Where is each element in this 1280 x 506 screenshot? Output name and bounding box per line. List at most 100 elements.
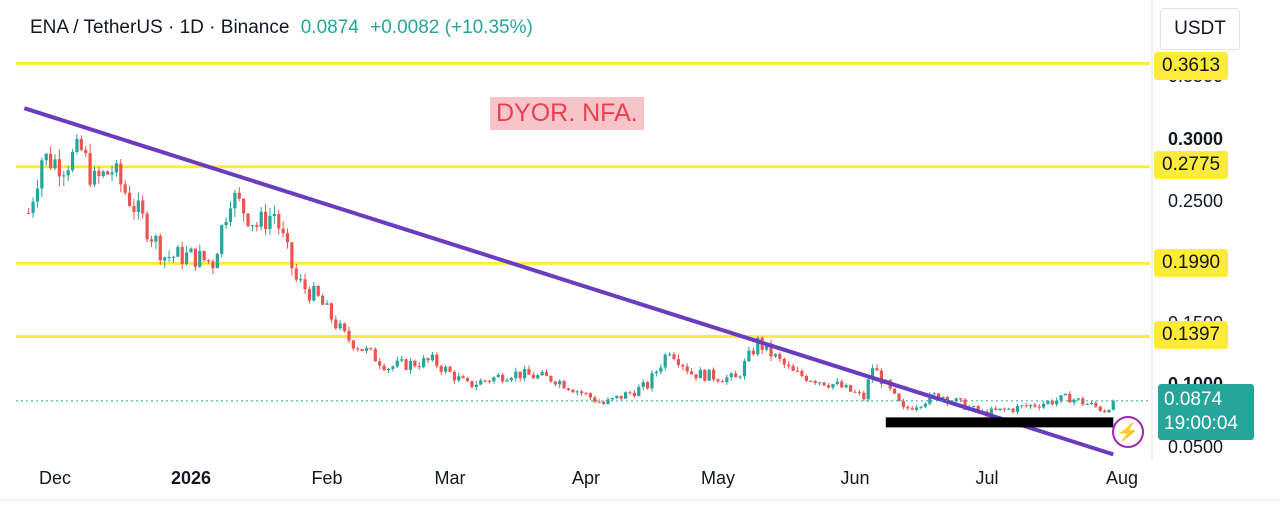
candle-body [527, 368, 531, 375]
candle-body [1020, 405, 1024, 407]
candle [1042, 401, 1046, 409]
candle [176, 245, 180, 257]
candle-body [220, 225, 224, 254]
candle [619, 395, 623, 401]
candle [844, 383, 848, 389]
lightning-icon[interactable]: ⚡ [1112, 416, 1144, 448]
candle-body [123, 184, 127, 193]
candle-body [672, 354, 676, 360]
candle-body [57, 159, 61, 177]
candle [233, 189, 237, 217]
candle [875, 364, 879, 371]
candle [386, 367, 391, 374]
candle [84, 146, 88, 157]
candle [531, 372, 535, 379]
candle-body [1024, 405, 1028, 407]
candle [835, 378, 839, 386]
candle-body [378, 361, 382, 366]
candle-body [580, 391, 584, 394]
candle-body [386, 368, 391, 370]
candle [703, 369, 707, 382]
candle-body [1076, 398, 1081, 400]
candle-body [619, 395, 623, 399]
candle [259, 207, 263, 231]
candle-body [307, 289, 312, 301]
candle-body [158, 235, 162, 261]
candle [624, 391, 628, 399]
candle-body [795, 370, 800, 372]
candle [369, 347, 373, 351]
candle [747, 346, 751, 363]
candle [49, 146, 53, 170]
candle-body [809, 380, 813, 382]
candle-body [875, 368, 879, 371]
candle [452, 370, 456, 385]
candle-body [1015, 405, 1020, 412]
candle [720, 379, 725, 383]
candle-body [408, 360, 413, 370]
candle-body [685, 366, 689, 372]
symbol-title[interactable]: ENA / TetherUS · 1D · Binance [30, 17, 290, 38]
candle-body [167, 257, 171, 259]
candle-body [1085, 403, 1089, 405]
candle [422, 355, 426, 369]
candle-body [395, 360, 399, 367]
candle-body [1033, 404, 1037, 407]
candle-body [246, 213, 250, 226]
candle [1037, 404, 1041, 411]
candle-body [1042, 403, 1046, 408]
candle-body [650, 373, 654, 389]
candle-body [1011, 408, 1015, 412]
candle [1072, 398, 1076, 406]
candle-body [778, 354, 782, 359]
candle-body [597, 401, 601, 403]
candle-body [720, 381, 725, 383]
support-zone-bar[interactable] [885, 417, 1114, 428]
candle [1011, 407, 1015, 414]
candle-body [1094, 402, 1098, 407]
descending-trendline[interactable] [23, 106, 1114, 457]
currency-button[interactable]: USDT [1160, 8, 1240, 50]
x-tick-label: 2026 [170, 468, 212, 488]
candle [923, 402, 927, 409]
candle [123, 180, 127, 196]
candle [804, 374, 808, 382]
candle [211, 259, 215, 275]
candle-body [787, 364, 791, 367]
candle [206, 259, 211, 264]
candle [154, 233, 158, 250]
candle [250, 224, 255, 232]
candle [272, 205, 276, 224]
candle-body [998, 408, 1002, 410]
candle-body [364, 348, 369, 351]
candle [729, 372, 733, 381]
candle [382, 363, 386, 372]
candle [79, 135, 83, 152]
candle-body [439, 365, 443, 372]
candle [400, 355, 404, 363]
level-label-0.1990: 0.1990 [1154, 249, 1229, 277]
candle-body [88, 153, 92, 185]
candle [707, 369, 711, 381]
candle [584, 391, 588, 396]
candle [1076, 398, 1081, 401]
candle-body [180, 247, 184, 264]
candle [1089, 401, 1094, 405]
x-tick-label: Dec [38, 468, 72, 488]
candle-body [716, 379, 720, 382]
candle-body [49, 153, 53, 169]
candle-body [871, 368, 875, 380]
candle [602, 400, 606, 405]
candle [457, 372, 461, 383]
candle [544, 369, 549, 376]
candle-body [756, 337, 760, 355]
candle [334, 315, 338, 330]
candle [641, 379, 645, 391]
candle [404, 358, 408, 371]
candle [31, 197, 35, 218]
candle-body [804, 375, 808, 381]
candle [901, 398, 905, 410]
candle-body [893, 388, 897, 394]
